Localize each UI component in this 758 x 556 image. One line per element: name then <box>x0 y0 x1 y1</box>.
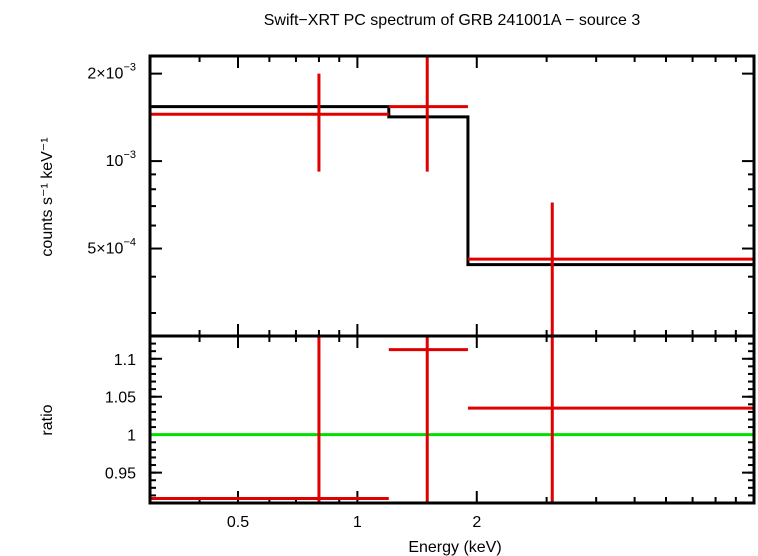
x-tick-label: 2 <box>472 514 481 531</box>
ratio-panel: 1.1 1.05 1 0.95 0.5 1 2 <box>105 334 756 531</box>
spectrum-data-point <box>388 56 468 172</box>
spectrum-panel: 2×10−3 10−3 5×10−4 <box>87 54 756 338</box>
x-tick-label: 0.5 <box>227 514 249 531</box>
x-tick-label: 1 <box>353 514 362 531</box>
ratio-data-point <box>150 336 389 503</box>
chart-title: Swift−XRT PC spectrum of GRB 241001A − s… <box>264 12 641 29</box>
model-step-line <box>150 105 754 267</box>
ratio-tick-label: 1 <box>127 428 136 445</box>
ratio-data-point <box>467 336 754 503</box>
ratio-tick-label: 0.95 <box>105 466 136 483</box>
ratio-tick-label: 1.05 <box>105 390 136 407</box>
ratio-tick-label: 1.1 <box>114 352 136 369</box>
spectrum-y-axis-label: counts s⁻¹ keV⁻¹ <box>39 137 56 256</box>
ratio-y-axis-label: ratio <box>39 404 56 435</box>
spectrum-data-point <box>467 202 754 336</box>
ratio-frame <box>148 334 756 505</box>
y-tick-label: 5×10−4 <box>87 237 136 258</box>
y-tick-label: 2×10−3 <box>87 62 136 83</box>
spectrum-frame <box>148 54 756 338</box>
y-tick-label: 10−3 <box>106 149 136 170</box>
ratio-data-point <box>388 336 468 503</box>
spectrum-data-point <box>150 73 389 172</box>
x-axis-label: Energy (keV) <box>408 539 501 556</box>
